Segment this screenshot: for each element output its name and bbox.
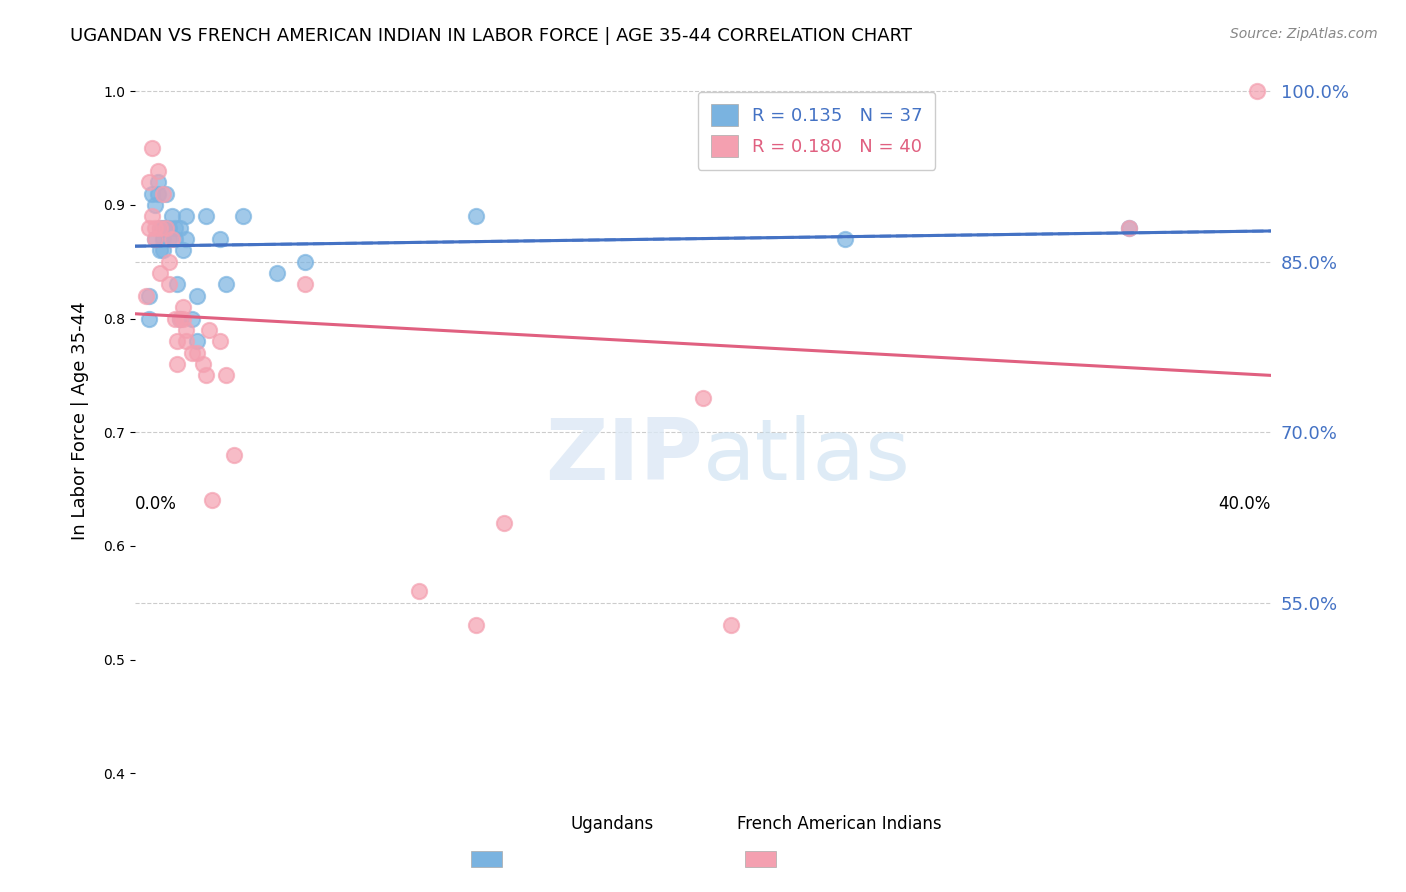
Point xyxy=(197,323,219,337)
Point xyxy=(169,220,191,235)
Point xyxy=(186,345,208,359)
Point xyxy=(166,277,188,292)
Point xyxy=(157,277,180,292)
Point xyxy=(143,198,166,212)
Point xyxy=(200,493,222,508)
Point xyxy=(1118,220,1140,235)
Point xyxy=(174,232,197,246)
Point xyxy=(157,232,180,246)
Text: Source: ZipAtlas.com: Source: ZipAtlas.com xyxy=(1230,27,1378,41)
Text: UGANDAN VS FRENCH AMERICAN INDIAN IN LABOR FORCE | AGE 35-44 CORRELATION CHART: UGANDAN VS FRENCH AMERICAN INDIAN IN LAB… xyxy=(70,27,912,45)
Point xyxy=(157,220,180,235)
Text: atlas: atlas xyxy=(703,415,911,498)
Point xyxy=(464,209,486,223)
Point xyxy=(464,618,486,632)
Point xyxy=(141,209,163,223)
Point xyxy=(186,334,208,349)
Point xyxy=(1118,220,1140,235)
Point xyxy=(149,266,172,280)
Point xyxy=(209,334,232,349)
Point xyxy=(174,323,197,337)
Point xyxy=(294,277,316,292)
Point xyxy=(152,244,174,258)
Point xyxy=(146,163,169,178)
Point xyxy=(155,220,177,235)
Point xyxy=(155,220,177,235)
Text: 40.0%: 40.0% xyxy=(1219,495,1271,513)
Text: Ugandans: Ugandans xyxy=(571,815,654,833)
Point xyxy=(172,300,194,314)
Point xyxy=(174,209,197,223)
Point xyxy=(834,232,856,246)
Point xyxy=(166,334,188,349)
Point xyxy=(186,289,208,303)
Point xyxy=(157,254,180,268)
Point xyxy=(143,232,166,246)
Point xyxy=(172,311,194,326)
Point xyxy=(155,186,177,201)
Text: French American Indians: French American Indians xyxy=(737,815,942,833)
Point xyxy=(152,186,174,201)
Point xyxy=(149,220,172,235)
Point xyxy=(194,368,217,383)
Point xyxy=(152,220,174,235)
Point xyxy=(152,232,174,246)
Point xyxy=(138,311,160,326)
Point xyxy=(138,289,160,303)
Legend: R = 0.135   N = 37, R = 0.180   N = 40: R = 0.135 N = 37, R = 0.180 N = 40 xyxy=(697,92,935,170)
Point xyxy=(294,254,316,268)
Point xyxy=(143,220,166,235)
Point xyxy=(215,368,238,383)
Point xyxy=(166,357,188,371)
Point xyxy=(174,334,197,349)
Point xyxy=(194,209,217,223)
Point xyxy=(494,516,516,530)
Point xyxy=(169,311,191,326)
Point xyxy=(209,232,232,246)
Point xyxy=(163,220,186,235)
Point xyxy=(172,244,194,258)
Point xyxy=(1246,84,1268,98)
Point xyxy=(163,311,186,326)
Point xyxy=(169,311,191,326)
Point xyxy=(232,209,254,223)
Point xyxy=(266,266,288,280)
Point xyxy=(163,232,186,246)
Point xyxy=(224,448,246,462)
Point xyxy=(180,345,202,359)
Point xyxy=(180,311,202,326)
Text: 0.0%: 0.0% xyxy=(135,495,177,513)
Point xyxy=(135,289,157,303)
Point xyxy=(146,186,169,201)
Point xyxy=(141,141,163,155)
Text: ZIP: ZIP xyxy=(546,415,703,498)
Point xyxy=(141,186,163,201)
Point xyxy=(146,175,169,189)
Point xyxy=(138,220,160,235)
Point xyxy=(149,220,172,235)
Point xyxy=(191,357,214,371)
Point xyxy=(149,244,172,258)
Point xyxy=(215,277,238,292)
Point xyxy=(143,232,166,246)
Point xyxy=(408,584,430,599)
Point xyxy=(138,175,160,189)
Point xyxy=(160,209,183,223)
Y-axis label: In Labor Force | Age 35-44: In Labor Force | Age 35-44 xyxy=(72,301,89,541)
Point xyxy=(692,391,714,405)
Point xyxy=(720,618,742,632)
Point xyxy=(160,232,183,246)
